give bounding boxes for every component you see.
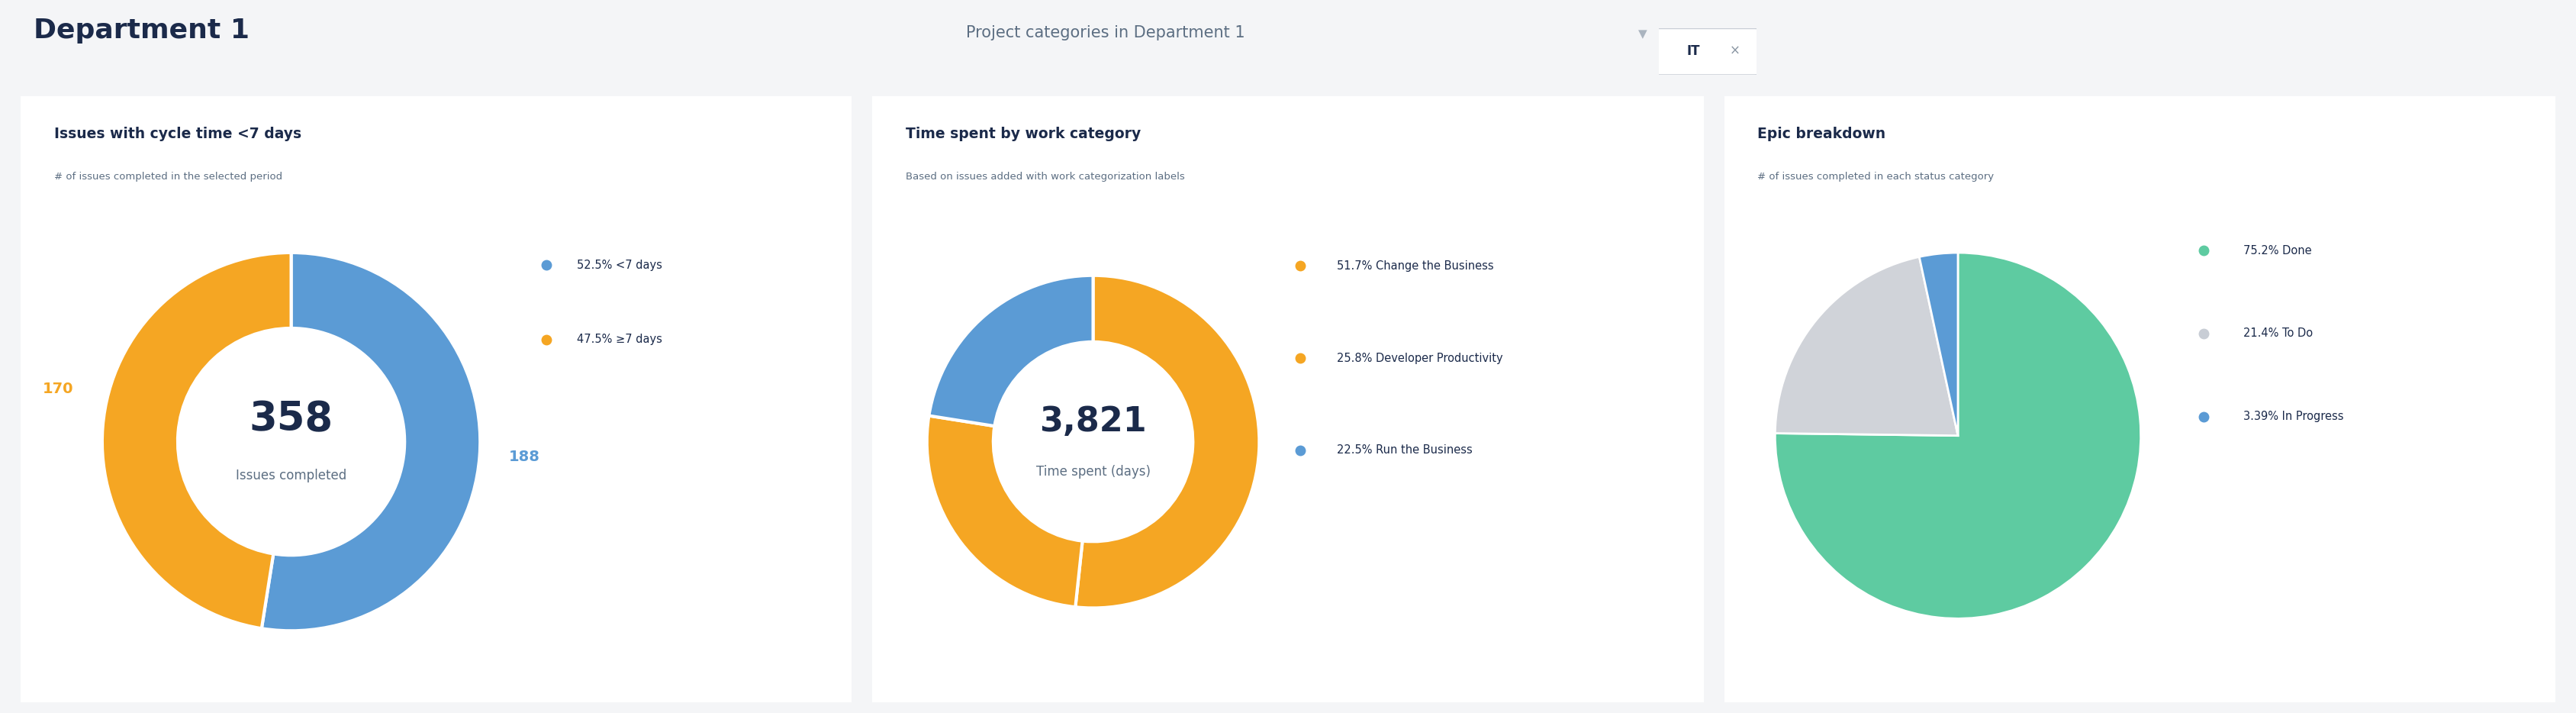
- Text: 358: 358: [250, 399, 332, 439]
- FancyBboxPatch shape: [13, 91, 860, 709]
- Text: Time spent by work category: Time spent by work category: [907, 127, 1141, 141]
- Wedge shape: [927, 416, 1082, 607]
- Text: 51.7% Change the Business: 51.7% Change the Business: [1337, 260, 1494, 272]
- Wedge shape: [263, 252, 479, 631]
- Text: 52.5% <7 days: 52.5% <7 days: [577, 260, 662, 271]
- FancyBboxPatch shape: [1716, 91, 2563, 709]
- Wedge shape: [1919, 252, 1958, 436]
- Text: IT: IT: [1687, 44, 1700, 58]
- Text: # of issues completed in the selected period: # of issues completed in the selected pe…: [54, 172, 283, 182]
- Text: 47.5% ≥7 days: 47.5% ≥7 days: [577, 334, 662, 345]
- Text: 3.39% In Progress: 3.39% In Progress: [2244, 411, 2344, 422]
- Wedge shape: [1074, 275, 1260, 608]
- Text: Based on issues added with work categorization labels: Based on issues added with work categori…: [907, 172, 1185, 182]
- Text: ×: ×: [1728, 44, 1739, 58]
- Text: 25.8% Developer Productivity: 25.8% Developer Productivity: [1337, 352, 1502, 364]
- Text: 75.2% Done: 75.2% Done: [2244, 245, 2311, 257]
- FancyBboxPatch shape: [1654, 29, 1759, 75]
- FancyBboxPatch shape: [863, 91, 1713, 709]
- Wedge shape: [103, 252, 291, 628]
- Text: Epic breakdown: Epic breakdown: [1757, 127, 1886, 141]
- Text: 188: 188: [507, 450, 541, 464]
- Text: 21.4% To Do: 21.4% To Do: [2244, 328, 2313, 339]
- Text: Time spent (days): Time spent (days): [1036, 465, 1151, 478]
- Wedge shape: [930, 275, 1092, 426]
- Text: 170: 170: [44, 381, 75, 396]
- Text: Issues with cycle time <7 days: Issues with cycle time <7 days: [54, 127, 301, 141]
- Text: 22.5% Run the Business: 22.5% Run the Business: [1337, 444, 1473, 456]
- Text: 3,821: 3,821: [1038, 405, 1146, 438]
- Text: Department 1: Department 1: [33, 18, 250, 43]
- Text: Issues completed: Issues completed: [237, 469, 348, 483]
- Text: Project categories in Department 1: Project categories in Department 1: [966, 25, 1244, 40]
- Text: ▼: ▼: [1638, 29, 1646, 40]
- Wedge shape: [1775, 252, 2141, 619]
- Text: # of issues completed in each status category: # of issues completed in each status cat…: [1757, 172, 1994, 182]
- Wedge shape: [1775, 257, 1958, 436]
